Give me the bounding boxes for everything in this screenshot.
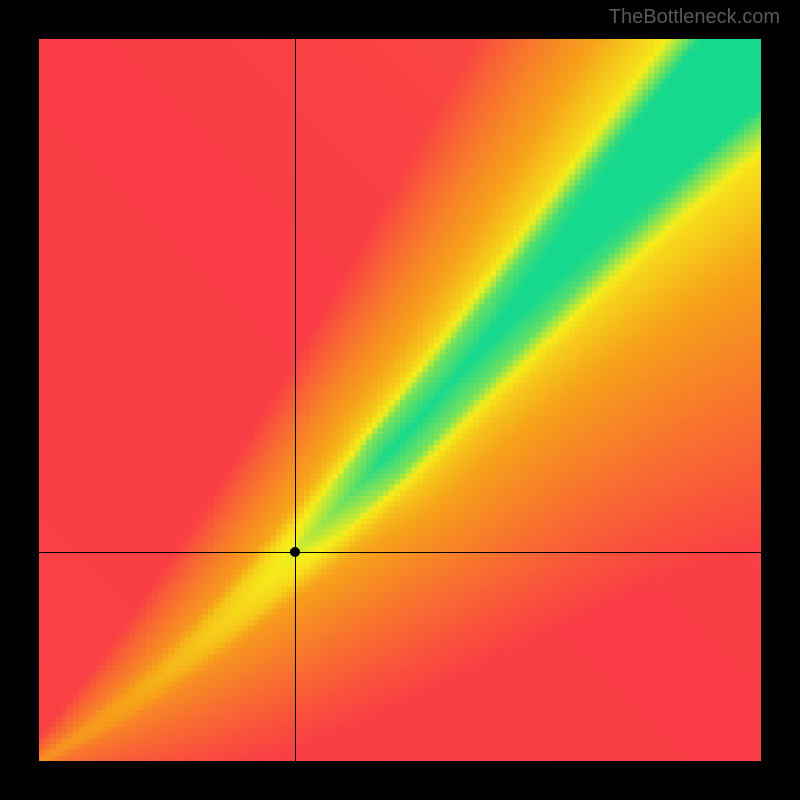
bottleneck-heatmap: [39, 39, 761, 761]
watermark-text: TheBottleneck.com: [609, 6, 780, 29]
heatmap-canvas: [39, 39, 761, 761]
